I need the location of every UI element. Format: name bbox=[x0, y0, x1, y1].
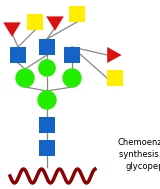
Polygon shape bbox=[107, 47, 122, 63]
Bar bbox=[10, 47, 26, 63]
Bar bbox=[27, 14, 43, 30]
Circle shape bbox=[63, 69, 81, 87]
Bar bbox=[69, 6, 85, 22]
Polygon shape bbox=[3, 22, 21, 37]
Bar bbox=[39, 140, 55, 156]
Text: Chemoenzymatic
synthesis of rare
glycopeptides: Chemoenzymatic synthesis of rare glycope… bbox=[118, 138, 160, 171]
Circle shape bbox=[39, 60, 55, 76]
Bar bbox=[39, 39, 55, 55]
Circle shape bbox=[16, 69, 34, 87]
Circle shape bbox=[38, 91, 56, 109]
Bar bbox=[64, 47, 80, 63]
Bar bbox=[39, 117, 55, 133]
Bar bbox=[107, 70, 123, 86]
Polygon shape bbox=[46, 16, 64, 31]
